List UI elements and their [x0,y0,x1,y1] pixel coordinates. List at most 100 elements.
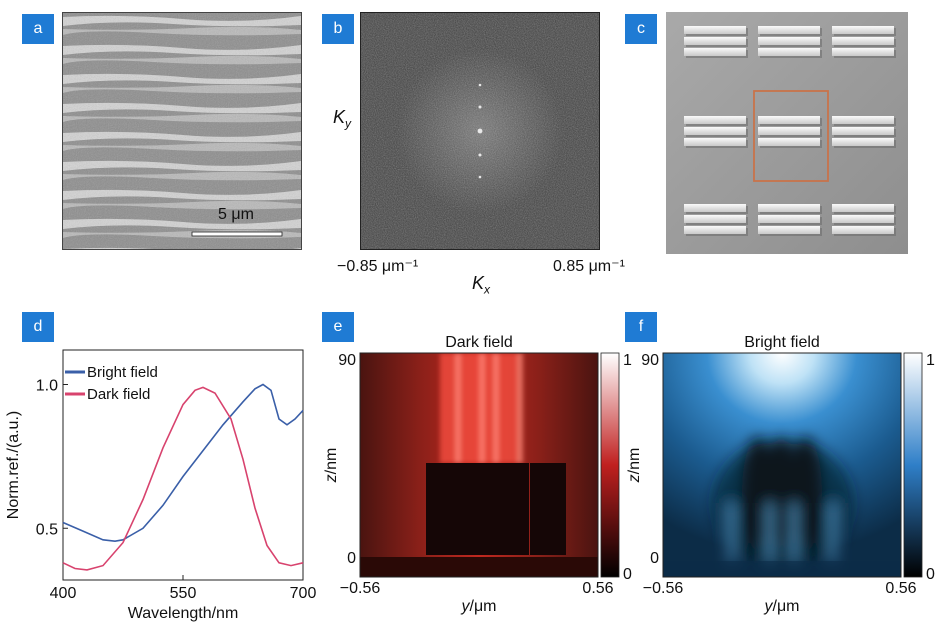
x-tick-label: 550 [170,585,197,602]
substrate-band [663,561,901,577]
heatmap-title: Bright field [744,334,820,351]
reflectance-chart: 400 550 700 0.5 1.0 Wavelength/nm Norm.ref./(a… [5,349,317,622]
bar [832,26,894,34]
nanostructure-shadow [530,463,566,555]
ky-label: Ky [333,107,352,131]
bar [758,204,820,212]
bar [684,204,746,212]
plot-frame [359,352,599,578]
bar [758,26,820,34]
bar [684,37,746,45]
x-tick-label: −0.56 [340,580,381,597]
bar [832,127,894,135]
x-axis-label: y/μm [461,598,497,615]
bar-group-0-0 [684,26,748,58]
bar [832,116,894,124]
bar [684,215,746,223]
bar [684,48,746,56]
edge-highlight [768,503,772,563]
x-axis-label: y/μm [764,598,800,615]
bar [758,37,820,45]
bright-field-heatmap: 0 1 Bright field 90 0 −0.56 0.56 z/nm y/μm [626,334,935,615]
bar-group-2-2 [832,204,896,236]
y-axis-label: z/nm [626,448,643,484]
schematic-image [666,12,908,254]
heatmap-field [360,353,598,577]
scale-bar [191,231,283,237]
kx-max-label: 0.85 μm⁻¹ [553,258,625,275]
x-tick-label: 700 [290,585,317,602]
bar [832,226,894,234]
panel-f-tag: f [625,312,657,342]
bar-group-2-0 [684,204,748,236]
panel-e-tag: e [322,312,354,342]
fft-peaks [477,83,483,179]
bar [832,204,894,212]
plot-frame [662,352,902,578]
substrate-band [360,557,598,577]
bar [758,116,820,124]
edge-highlight [831,503,835,563]
x-tick-label: 400 [50,585,77,602]
x-tick-label: 0.56 [885,580,916,597]
legend-label: Bright field [87,364,158,381]
bar [758,127,820,135]
bar [832,138,894,146]
bar [758,226,820,234]
edge-highlight [792,503,796,563]
bar [684,138,746,146]
nanostructure-shadow [457,463,493,555]
panel-d-tag: d [22,312,54,342]
y-axis-label: Norm.ref./(a.u.) [5,411,22,519]
y-tick-label: 0 [347,550,356,567]
heatmap-title: Dark field [445,334,513,351]
kx-min-label: −0.85 μm⁻¹ [337,258,419,275]
field-shadow [713,439,853,567]
x-tick-label: 0.56 [582,580,613,597]
x-axis-label: Wavelength/nm [128,605,239,622]
y-tick-label: 0 [650,550,659,567]
scale-bar-label: 5 μm [218,206,254,223]
bar [684,26,746,34]
unit-cell-highlight [753,90,829,182]
colorbar-tick-label: 1 [926,352,935,369]
heatmap-streak [455,353,461,463]
series-line-bright-field [62,383,304,543]
bar-group-2-1 [758,204,822,236]
x-tick-label: −0.56 [643,580,684,597]
bar [758,48,820,56]
heatmap-streak [479,353,485,463]
legend-label: Dark field [87,386,150,403]
y-tick-label: 0.5 [36,521,58,538]
series-line-dark-field [62,386,304,571]
bar [684,226,746,234]
sem-image-graphic [63,13,301,249]
kx-label: Kx [472,273,491,297]
bar-group-1-2 [832,116,896,148]
bar-group-1-1 [758,116,822,148]
bar [832,37,894,45]
bar [758,138,820,146]
y-tick-label: 1.0 [36,378,58,395]
bar-group-0-2 [832,26,896,58]
sem-image [62,12,302,250]
y-tick-label: 90 [641,352,659,369]
colorbar-tick-label: 1 [623,352,632,369]
colorbar [903,352,923,578]
y-axis-label: z/nm [323,448,340,484]
bar [684,127,746,135]
panel-b-tag: b [322,14,354,44]
schematic-graphic [666,12,908,254]
dark-field-heatmap: 0 1 Dark field 90 0 −0.56 0.56 z/nm y/μm [323,334,632,615]
colorbar-tick-label: 0 [926,566,935,583]
bar [684,116,746,124]
heatmap-streak [517,353,523,463]
bar-group-0-1 [758,26,822,58]
fft-image [360,12,600,250]
bar [758,215,820,223]
panel-a-tag: a [22,14,54,44]
y-tick-label: 90 [338,352,356,369]
edge-highlight [729,503,733,563]
heatmap-field [663,353,901,577]
colorbar [600,352,620,578]
